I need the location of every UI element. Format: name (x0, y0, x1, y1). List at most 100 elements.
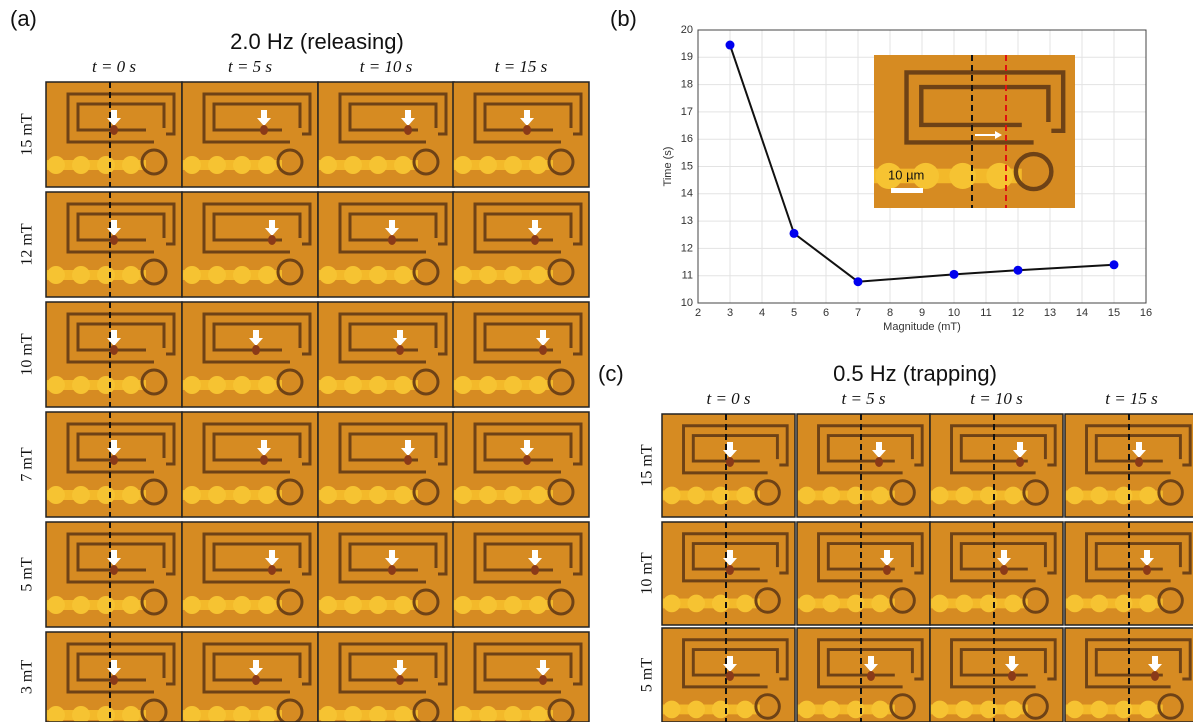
microrobot (1143, 565, 1151, 575)
row-label: 5 mT (19, 557, 36, 591)
microrobot (531, 235, 539, 245)
scale-label: 10 µm (888, 167, 924, 182)
row-label: 15 mT (19, 113, 36, 155)
x-tick-label: 16 (1140, 307, 1152, 319)
panel-label: (c) (598, 361, 624, 386)
micrograph (318, 302, 454, 407)
microrobot (252, 675, 260, 685)
column-header: t = 10 s (970, 389, 1023, 408)
column-header: t = 0 s (92, 57, 136, 76)
panel-label: (a) (10, 6, 37, 31)
x-tick-label: 4 (759, 307, 765, 319)
microrobot (110, 235, 118, 245)
micrograph (453, 632, 589, 722)
microrobot (523, 455, 531, 465)
micrograph (453, 192, 589, 297)
micrograph (182, 302, 318, 407)
micrograph (318, 192, 454, 297)
microrobot (252, 345, 260, 355)
x-tick-label: 13 (1044, 307, 1056, 319)
row-label: 3 mT (19, 660, 36, 694)
microrobot (875, 457, 883, 467)
y-tick-label: 11 (682, 270, 693, 282)
column-header: t = 5 s (841, 389, 885, 408)
panel-label: (b) (610, 6, 637, 31)
micrograph (182, 82, 318, 187)
data-point (854, 277, 863, 286)
column-header: t = 15 s (1105, 389, 1158, 408)
micrograph (930, 414, 1063, 517)
x-tick-label: 3 (727, 307, 733, 319)
x-axis-label: Magnitude (mT) (883, 321, 961, 333)
microrobot (539, 345, 547, 355)
microrobot (260, 125, 268, 135)
x-tick-label: 14 (1076, 307, 1088, 319)
microrobot (396, 345, 404, 355)
row-label: 10 mT (19, 333, 36, 375)
y-tick-label: 15 (681, 160, 693, 172)
micrograph (797, 628, 930, 722)
micrograph (453, 82, 589, 187)
figure: (a) (b) (c) 2.0 Hz (releasing) 0.5 Hz (t… (0, 0, 1193, 722)
micrograph (182, 522, 318, 627)
micrograph (930, 522, 1063, 625)
x-tick-label: 2 (695, 307, 701, 319)
y-tick-label: 16 (681, 133, 693, 145)
microrobot (396, 675, 404, 685)
panel-title: 2.0 Hz (releasing) (230, 29, 404, 54)
row-label: 7 mT (19, 447, 36, 481)
column-header: t = 15 s (495, 57, 548, 76)
y-tick-label: 14 (681, 188, 693, 200)
microrobot (1008, 671, 1016, 681)
y-tick-label: 12 (681, 242, 693, 254)
y-axis-label: Time (s) (662, 147, 674, 187)
x-tick-label: 10 (948, 307, 960, 319)
microrobot (867, 671, 875, 681)
data-point (790, 229, 799, 238)
micrograph (453, 302, 589, 407)
x-tick-label: 15 (1108, 307, 1120, 319)
x-tick-label: 11 (980, 307, 991, 319)
row-label: 10 mT (639, 552, 656, 594)
microrobot (110, 345, 118, 355)
microrobot (726, 457, 734, 467)
micrograph (453, 522, 589, 627)
microrobot (539, 675, 547, 685)
y-tick-label: 17 (681, 106, 693, 118)
microrobot (110, 455, 118, 465)
y-tick-label: 10 (681, 297, 693, 309)
x-tick-label: 5 (791, 307, 797, 319)
microrobot (1000, 565, 1008, 575)
microrobot (110, 675, 118, 685)
data-point (1110, 260, 1119, 269)
microrobot (883, 565, 891, 575)
micrograph (182, 192, 318, 297)
x-tick-label: 12 (1012, 307, 1024, 319)
row-label: 12 mT (19, 223, 36, 265)
microrobot (1016, 457, 1024, 467)
data-point (1014, 266, 1023, 275)
microrobot (110, 125, 118, 135)
y-tick-label: 13 (681, 215, 693, 227)
microrobot (523, 125, 531, 135)
micrograph (318, 412, 454, 517)
microrobot (268, 565, 276, 575)
microrobot (110, 565, 118, 575)
y-tick-label: 20 (681, 24, 693, 36)
micrograph (797, 522, 930, 625)
micrograph (182, 632, 318, 722)
panel-title: 0.5 Hz (trapping) (833, 361, 997, 386)
microrobot (404, 455, 412, 465)
inset-image: 10 µm (874, 55, 1075, 208)
micrograph (453, 412, 589, 517)
row-label: 5 mT (639, 658, 656, 692)
microrobot (1151, 671, 1159, 681)
x-tick-label: 7 (855, 307, 861, 319)
micrograph (318, 522, 454, 627)
microrobot (388, 565, 396, 575)
micrograph (797, 414, 930, 517)
microrobot (260, 455, 268, 465)
x-tick-label: 8 (887, 307, 893, 319)
microrobot (1135, 457, 1143, 467)
micrograph (930, 628, 1063, 722)
